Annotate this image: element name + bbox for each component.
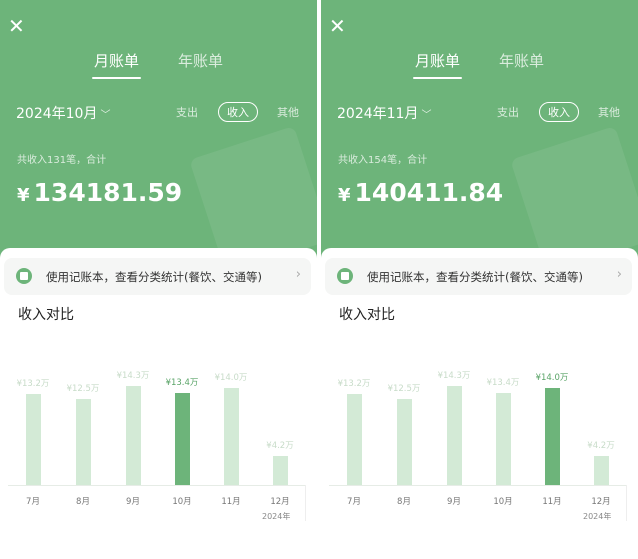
tab-yearly-bill[interactable]: 年账单 [499, 52, 545, 70]
tab-monthly-bill[interactable]: 月账单 [91, 52, 142, 79]
value-label: ¥13.2万 [16, 378, 50, 389]
x-tick-label: 10月 [493, 497, 513, 507]
type-expense[interactable]: 支出 [497, 106, 519, 119]
value-label: ¥14.3万 [116, 371, 150, 382]
content-sheet: 使用记账本，查看分类统计(餐饮、交通等) › 收入对比 2024年 ¥13.2万… [321, 248, 638, 559]
month-label: 2024年11月 [337, 106, 419, 122]
chart-title: 收入对比 [18, 307, 74, 323]
chevron-right-icon: › [616, 267, 622, 282]
value-label: ¥4.2万 [266, 441, 294, 452]
bar-12月[interactable] [594, 456, 609, 485]
bar-11月[interactable] [545, 388, 560, 485]
year-label: 2024年 [583, 512, 612, 521]
axis-divider [305, 485, 306, 521]
bar-7月[interactable] [347, 393, 362, 485]
banner-text: 使用记账本，查看分类统计(餐饮、交通等) [367, 270, 583, 284]
value-label: ¥12.5万 [66, 383, 100, 394]
axis-divider [626, 485, 627, 521]
close-icon[interactable]: ✕ [329, 14, 346, 38]
ledger-icon [337, 268, 353, 284]
amount-value: 140411.84 [354, 178, 504, 207]
bar-7月[interactable] [26, 393, 41, 485]
x-axis-line [8, 485, 306, 486]
content-sheet: 使用记账本，查看分类统计(餐饮、交通等) › 收入对比 2024年 ¥13.2万… [0, 248, 317, 559]
bill-panel: ✕ 月账单 年账单 2024年11月 ﹀ 支出 收入 其他 共收入154笔，合计 … [321, 0, 638, 559]
type-income[interactable]: 收入 [539, 102, 579, 122]
type-income[interactable]: 收入 [218, 102, 258, 122]
bar-12月[interactable] [273, 456, 288, 485]
x-tick-label: 9月 [447, 497, 461, 507]
close-icon[interactable]: ✕ [8, 14, 25, 38]
bar-8月[interactable] [76, 398, 91, 485]
bar-9月[interactable] [447, 386, 462, 485]
value-label: ¥13.2万 [337, 378, 371, 389]
bar-11月[interactable] [224, 388, 239, 485]
value-label: ¥14.3万 [437, 371, 471, 382]
month-label: 2024年10月 [16, 106, 98, 122]
x-tick-label: 9月 [126, 497, 140, 507]
x-tick-label: 8月 [397, 497, 411, 507]
chart-title: 收入对比 [339, 307, 395, 323]
banner-text: 使用记账本，查看分类统计(餐饮、交通等) [46, 270, 262, 284]
x-tick-label: 11月 [542, 497, 562, 507]
bill-panel: ✕ 月账单 年账单 2024年10月 ﹀ 支出 收入 其他 共收入131笔，合计 … [0, 0, 317, 559]
value-label: ¥14.0万 [214, 373, 248, 384]
income-bar-chart: 2024年 ¥13.2万 7月 ¥12.5万 8月 ¥14.3万 9月 ¥13.4万 10月 ¥… [321, 330, 638, 530]
tab-yearly-bill[interactable]: 年账单 [178, 52, 224, 70]
tab-monthly-bill[interactable]: 月账单 [412, 52, 463, 79]
x-tick-label: 11月 [221, 497, 241, 507]
x-tick-label: 7月 [26, 497, 40, 507]
bar-10月[interactable] [175, 392, 190, 485]
total-amount: ¥134181.59 [17, 178, 182, 207]
bar-9月[interactable] [126, 386, 141, 485]
type-expense[interactable]: 支出 [176, 106, 198, 119]
value-label: ¥13.4万 [165, 377, 199, 388]
x-tick-label: 10月 [172, 497, 192, 507]
month-selector[interactable]: 2024年10月 ﹀ [16, 103, 110, 123]
header: ✕ 月账单 年账单 2024年10月 ﹀ 支出 收入 其他 共收入131笔，合计 … [0, 0, 317, 275]
currency-symbol: ¥ [338, 185, 351, 206]
chevron-down-icon: ﹀ [100, 110, 111, 121]
summary-text: 共收入154笔，合计 [338, 155, 428, 166]
income-bar-chart: 2024年 ¥13.2万 7月 ¥12.5万 8月 ¥14.3万 9月 ¥13.4万 10月 ¥… [0, 330, 317, 530]
bar-8月[interactable] [397, 398, 412, 485]
value-label: ¥13.4万 [486, 377, 520, 388]
total-amount: ¥140411.84 [338, 178, 503, 207]
x-tick-label: 7月 [347, 497, 361, 507]
month-selector[interactable]: 2024年11月 ﹀ [337, 103, 431, 123]
value-label: ¥14.0万 [535, 373, 569, 384]
value-label: ¥4.2万 [587, 441, 615, 452]
x-axis-line [329, 485, 627, 486]
ledger-icon [16, 268, 32, 284]
type-other[interactable]: 其他 [277, 106, 299, 119]
type-other[interactable]: 其他 [598, 106, 620, 119]
x-tick-label: 12月 [270, 497, 290, 507]
x-tick-label: 8月 [76, 497, 90, 507]
ledger-banner[interactable]: 使用记账本，查看分类统计(餐饮、交通等) › [325, 258, 632, 295]
header: ✕ 月账单 年账单 2024年11月 ﹀ 支出 收入 其他 共收入154笔，合计 … [321, 0, 638, 275]
year-label: 2024年 [262, 512, 291, 521]
chevron-down-icon: ﹀ [421, 110, 432, 121]
value-label: ¥12.5万 [387, 383, 421, 394]
chevron-right-icon: › [295, 267, 301, 282]
currency-symbol: ¥ [17, 185, 30, 206]
summary-text: 共收入131笔，合计 [17, 155, 107, 166]
x-tick-label: 12月 [591, 497, 611, 507]
bar-10月[interactable] [496, 392, 511, 485]
amount-value: 134181.59 [33, 178, 183, 207]
ledger-banner[interactable]: 使用记账本，查看分类统计(餐饮、交通等) › [4, 258, 311, 295]
